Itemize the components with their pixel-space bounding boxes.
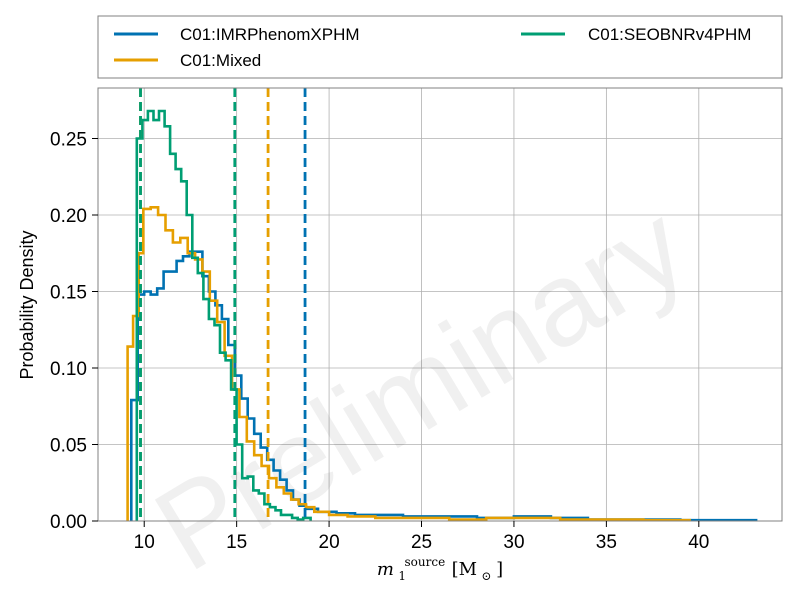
legend-entry-imrphenomxphm: C01:IMRPhenomXPHM bbox=[114, 25, 360, 44]
y-tick-label: 0.20 bbox=[50, 206, 87, 227]
x-axis: 10 15 20 25 30 35 40 bbox=[134, 521, 709, 553]
x-axis-label: m 1 source [M ⊙ ] bbox=[377, 553, 503, 584]
legend: C01:IMRPhenomXPHM C01:Mixed C01:SEOBNRv4… bbox=[97, 15, 783, 79]
x-tick-label: 30 bbox=[503, 532, 524, 553]
y-tick-label: 0.15 bbox=[50, 282, 87, 303]
x-axis-label-symbol: m bbox=[377, 559, 394, 580]
x-tick-label: 35 bbox=[596, 532, 617, 553]
plot-frame bbox=[97, 87, 783, 522]
x-tick-label: 40 bbox=[688, 532, 709, 553]
y-tick-label: 0.00 bbox=[50, 512, 87, 533]
histogram-c01-mixed bbox=[126, 206, 691, 522]
legend-label-seobnrv4phm: C01:SEOBNRv4PHM bbox=[588, 25, 751, 44]
x-tick-label: 15 bbox=[226, 532, 247, 553]
x-tick-label: 25 bbox=[411, 532, 432, 553]
y-tick-label: 0.05 bbox=[50, 435, 87, 456]
x-tick-label: 10 bbox=[134, 532, 155, 553]
legend-entry-seobnrv4phm: C01:SEOBNRv4PHM bbox=[521, 25, 751, 44]
x-axis-label-unit: [M bbox=[452, 559, 477, 580]
histograms bbox=[126, 109, 758, 522]
plot-area bbox=[98, 88, 782, 521]
x-axis-label-subscript: 1 bbox=[398, 569, 406, 583]
x-tick-label: 20 bbox=[319, 532, 340, 553]
y-tick-label: 0.10 bbox=[50, 359, 87, 380]
legend-box bbox=[97, 15, 783, 79]
legend-entry-mixed: C01:Mixed bbox=[114, 51, 261, 70]
interval-lines bbox=[139, 88, 307, 521]
y-axis: 0.00 0.05 0.10 0.15 0.20 0.25 bbox=[50, 129, 98, 533]
x-axis-label-superscript: source bbox=[405, 555, 446, 569]
y-tick-label: 0.25 bbox=[50, 129, 87, 150]
x-axis-label-unit-sub: ⊙ bbox=[482, 569, 492, 583]
legend-label-mixed: C01:Mixed bbox=[180, 51, 261, 70]
histogram-c01-imrphenomxphm bbox=[130, 250, 758, 522]
y-axis-label: Probability Density bbox=[17, 230, 37, 379]
x-axis-label-unit-close: ] bbox=[496, 559, 503, 580]
legend-label-imrphenomxphm: C01:IMRPhenomXPHM bbox=[180, 25, 360, 44]
histogram-c01-seobnrv4phm bbox=[135, 109, 312, 521]
